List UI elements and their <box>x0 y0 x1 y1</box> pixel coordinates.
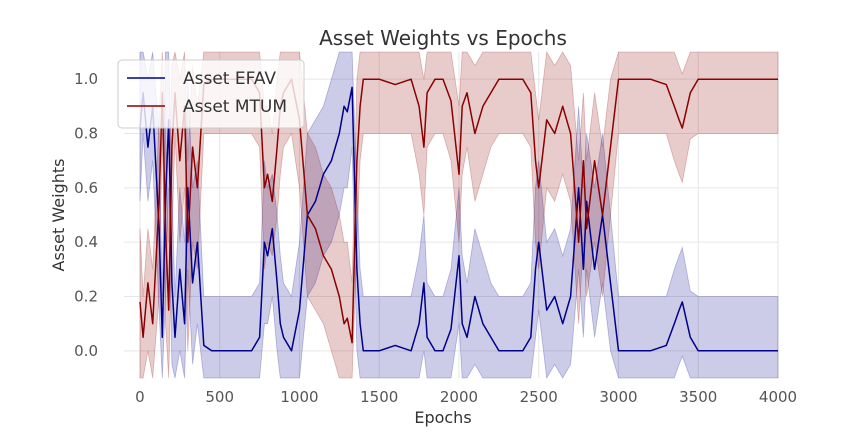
x-tick-label: 4000 <box>759 388 797 406</box>
legend-label-efav: Asset EFAV <box>183 69 276 89</box>
grid <box>124 52 779 378</box>
x-tick-label: 2000 <box>440 388 478 406</box>
x-tick-label: 2500 <box>520 388 558 406</box>
y-tick-label: 0.8 <box>74 125 98 143</box>
y-axis-label: Asset Weights <box>49 159 68 272</box>
y-tick-label: 1.0 <box>74 70 98 88</box>
legend: Asset EFAV Asset MTUM <box>117 59 305 129</box>
chart-title: Asset Weights vs Epochs <box>319 26 567 50</box>
legend-label-mtum: Asset MTUM <box>183 97 287 117</box>
y-tick-labels: 0.0 0.2 0.4 0.6 0.8 1.0 <box>74 70 98 360</box>
band-asset-mtum <box>139 50 779 379</box>
y-tick-label: 0.0 <box>74 342 98 360</box>
y-tick-label: 0.4 <box>74 233 98 251</box>
x-tick-label: 1000 <box>280 388 318 406</box>
series-line-asset-efav <box>139 86 778 352</box>
x-tick-label: 1500 <box>360 388 398 406</box>
x-tick-label: 3500 <box>679 388 717 406</box>
x-tick-label: 500 <box>205 388 234 406</box>
x-tick-labels: 0 500 1000 1500 2000 2500 3000 3500 4000 <box>135 388 797 406</box>
band-asset-efav <box>139 51 779 380</box>
legend-box <box>117 59 305 129</box>
y-tick-label: 0.6 <box>74 179 98 197</box>
x-tick-label: 0 <box>135 388 145 406</box>
y-tick-label: 0.2 <box>74 288 98 306</box>
confidence-bands <box>139 50 779 380</box>
x-tick-label: 3000 <box>599 388 637 406</box>
x-axis-label: Epochs <box>414 408 471 427</box>
